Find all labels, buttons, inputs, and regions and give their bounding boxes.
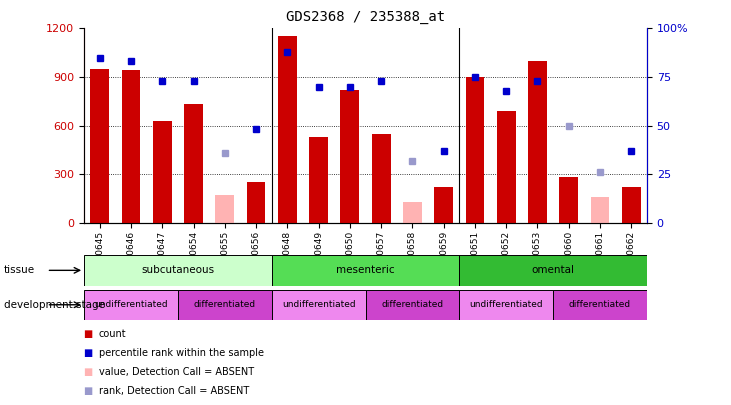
- Bar: [309, 137, 328, 223]
- Bar: [341, 90, 359, 223]
- Bar: [278, 36, 297, 223]
- Bar: [184, 104, 203, 223]
- Bar: [622, 187, 640, 223]
- Bar: [366, 290, 459, 320]
- Bar: [84, 290, 178, 320]
- Bar: [84, 255, 272, 286]
- Bar: [272, 290, 366, 320]
- Text: differentiated: differentiated: [569, 300, 631, 309]
- Bar: [459, 290, 553, 320]
- Bar: [591, 197, 610, 223]
- Text: tissue: tissue: [4, 265, 35, 275]
- Text: value, Detection Call = ABSENT: value, Detection Call = ABSENT: [99, 367, 254, 377]
- Text: count: count: [99, 329, 126, 339]
- Text: undifferentiated: undifferentiated: [281, 300, 355, 309]
- Bar: [178, 290, 272, 320]
- Bar: [553, 290, 647, 320]
- Bar: [559, 177, 578, 223]
- Text: ■: ■: [83, 348, 92, 358]
- Text: GDS2368 / 235388_at: GDS2368 / 235388_at: [286, 10, 445, 24]
- Bar: [153, 121, 172, 223]
- Bar: [121, 70, 140, 223]
- Text: subcutaneous: subcutaneous: [141, 265, 214, 275]
- Bar: [216, 195, 234, 223]
- Text: ■: ■: [83, 367, 92, 377]
- Text: omental: omental: [531, 265, 575, 275]
- Text: differentiated: differentiated: [194, 300, 256, 309]
- Bar: [459, 255, 647, 286]
- Text: ■: ■: [83, 329, 92, 339]
- Bar: [497, 111, 515, 223]
- Bar: [403, 202, 422, 223]
- Bar: [246, 182, 265, 223]
- Text: development stage: development stage: [4, 300, 105, 310]
- Text: undifferentiated: undifferentiated: [469, 300, 543, 309]
- Bar: [466, 77, 485, 223]
- Bar: [372, 134, 390, 223]
- Text: differentiated: differentiated: [382, 300, 444, 309]
- Text: undifferentiated: undifferentiated: [94, 300, 168, 309]
- Bar: [434, 187, 453, 223]
- Bar: [528, 61, 547, 223]
- Text: rank, Detection Call = ABSENT: rank, Detection Call = ABSENT: [99, 386, 249, 396]
- Bar: [272, 255, 459, 286]
- Text: mesenteric: mesenteric: [336, 265, 395, 275]
- Text: ■: ■: [83, 386, 92, 396]
- Bar: [91, 69, 109, 223]
- Text: percentile rank within the sample: percentile rank within the sample: [99, 348, 264, 358]
